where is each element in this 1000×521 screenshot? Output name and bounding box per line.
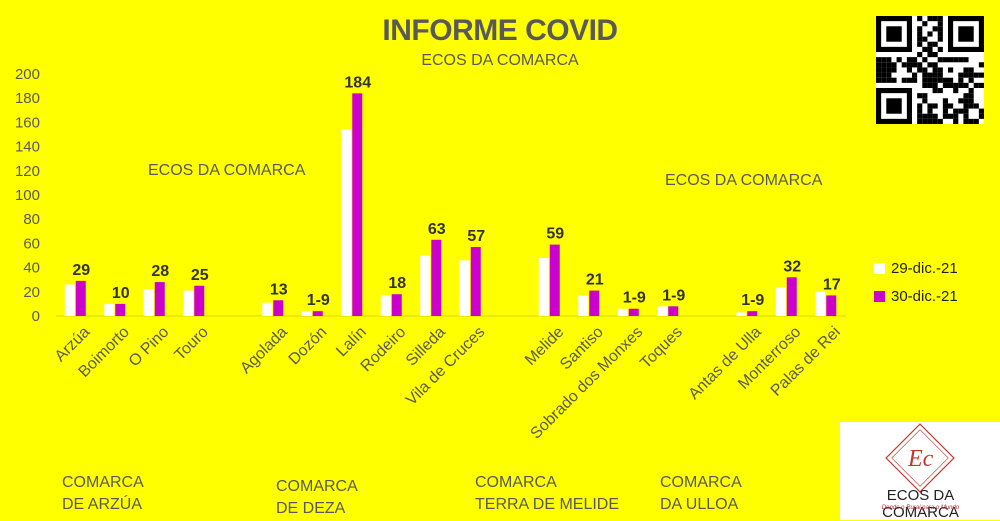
group-label-melide: COMARCA TERRA DE MELIDE (475, 472, 619, 516)
data-label: 184 (344, 74, 371, 91)
bar-30-dic (549, 244, 560, 316)
bar-30-dic (826, 295, 837, 316)
legend-item-series2: 30-dic.-21 (874, 282, 958, 310)
data-label: 17 (823, 276, 841, 293)
data-label: 13 (270, 281, 288, 298)
bar-29-dic (143, 289, 154, 316)
bar-29-dic (64, 284, 75, 316)
x-tick-label: Agolada (237, 324, 291, 378)
bar-29-dic (104, 303, 115, 316)
x-tick-label: Lalín (333, 324, 370, 361)
data-label: 1-9 (623, 290, 646, 307)
x-tick-label: Touro (172, 324, 212, 364)
y-tick-label: 140 (15, 139, 40, 156)
bar-29-dic (420, 255, 431, 316)
logo-name: ECOS DA COMARCA (882, 487, 959, 521)
group-label-line1: COMARCA (62, 474, 144, 491)
y-tick-label: 20 (23, 284, 40, 301)
bar-30-dic (589, 290, 600, 316)
y-tick-label: 80 (23, 211, 40, 228)
data-label: 1-9 (741, 292, 764, 309)
bar-29-dic (775, 286, 786, 316)
bar-29-dic (341, 129, 352, 316)
data-label: 10 (112, 285, 130, 302)
group-label-line1: COMARCA (660, 474, 742, 491)
bar-30-dic (75, 280, 86, 316)
svg-text:Ec: Ec (907, 446, 934, 472)
bar-30-dic (154, 282, 165, 316)
chart-legend: 29-dic.-21 30-dic.-21 (874, 254, 958, 310)
y-tick-label: 40 (23, 260, 40, 277)
data-label: 1-9 (307, 292, 330, 309)
bar-29-dic (657, 306, 668, 316)
x-tick-label: Dozón (286, 324, 331, 369)
data-label: 21 (586, 272, 604, 289)
bar-29-dic (538, 257, 549, 316)
bar-29-dic (459, 260, 470, 316)
y-tick-label: 0 (32, 308, 40, 325)
y-tick-label: 160 (15, 114, 40, 131)
bar-30-dic (194, 285, 205, 316)
group-label-deza: COMARCA DE DEZA (276, 476, 358, 520)
x-tick-label: Palas de Rei (768, 324, 844, 400)
bar-30-dic (786, 277, 797, 316)
y-tick-label: 180 (15, 90, 40, 107)
group-label-line2: DA ULLOA (660, 496, 739, 513)
x-tick-label: Toques (637, 324, 686, 373)
x-tick-label: O Pino (126, 324, 173, 371)
bar-30-dic (431, 239, 442, 316)
bar-30-dic (273, 300, 284, 316)
bar-29-dic (301, 311, 312, 316)
data-label: 59 (546, 226, 564, 243)
ecos-da-comarca-logo: Ec (840, 422, 1000, 520)
group-label-ulloa: COMARCA DA ULLOA (660, 472, 742, 516)
legend-label: 30-dic.-21 (891, 287, 958, 305)
bar-29-dic (262, 302, 273, 316)
chart-subtitle: ECOS DA COMARCA (421, 52, 579, 69)
bar-30-dic (668, 306, 679, 316)
bar-30-dic (352, 93, 363, 316)
group-label-line1: COMARCA (475, 474, 557, 491)
bar-29-dic (380, 295, 391, 316)
watermark-text-right: ECOS DA COMARCA (665, 172, 823, 189)
data-label: 32 (783, 258, 801, 275)
data-label: 63 (428, 221, 446, 238)
bar-29-dic (578, 295, 589, 316)
data-label: 25 (191, 267, 209, 284)
data-label: 1-9 (662, 287, 685, 304)
bar-30-dic (312, 311, 323, 316)
group-label-line2: DE DEZA (276, 500, 346, 517)
legend-swatch-white (874, 262, 885, 274)
chart-title: INFORME COVID (382, 14, 618, 47)
y-tick-label: 60 (23, 235, 40, 252)
y-tick-label: 200 (15, 66, 40, 83)
group-label-line2: DE ARZÚA (62, 496, 143, 513)
bar-29-dic (183, 290, 194, 316)
bar-30-dic (628, 308, 639, 316)
logo-tagline: Dende o Rural para o Mundo (881, 505, 960, 511)
legend-item-series1: 29-dic.-21 (874, 254, 958, 282)
bar-30-dic (115, 303, 126, 316)
group-label-arzua: COMARCA DE ARZÚA (62, 472, 144, 516)
data-label: 29 (72, 262, 90, 279)
legend-label: 29-dic.-21 (891, 259, 958, 277)
y-tick-label: 100 (15, 187, 40, 204)
bar-29-dic (736, 312, 747, 316)
y-tick-label: 120 (15, 163, 40, 180)
data-label: 18 (388, 275, 406, 292)
bar-30-dic (470, 247, 481, 316)
group-label-line1: COMARCA (276, 478, 358, 495)
bar-30-dic (747, 311, 758, 316)
watermark-text-left: ECOS DA COMARCA (148, 162, 306, 179)
data-label: 28 (151, 263, 169, 280)
data-label: 57 (467, 228, 485, 245)
legend-swatch-magenta (874, 290, 885, 302)
qr-code-icon (876, 16, 984, 124)
group-label-line2: TERRA DE MELIDE (475, 496, 620, 513)
bar-29-dic (815, 291, 826, 316)
bar-30-dic (391, 294, 402, 316)
bar-29-dic (617, 308, 628, 316)
